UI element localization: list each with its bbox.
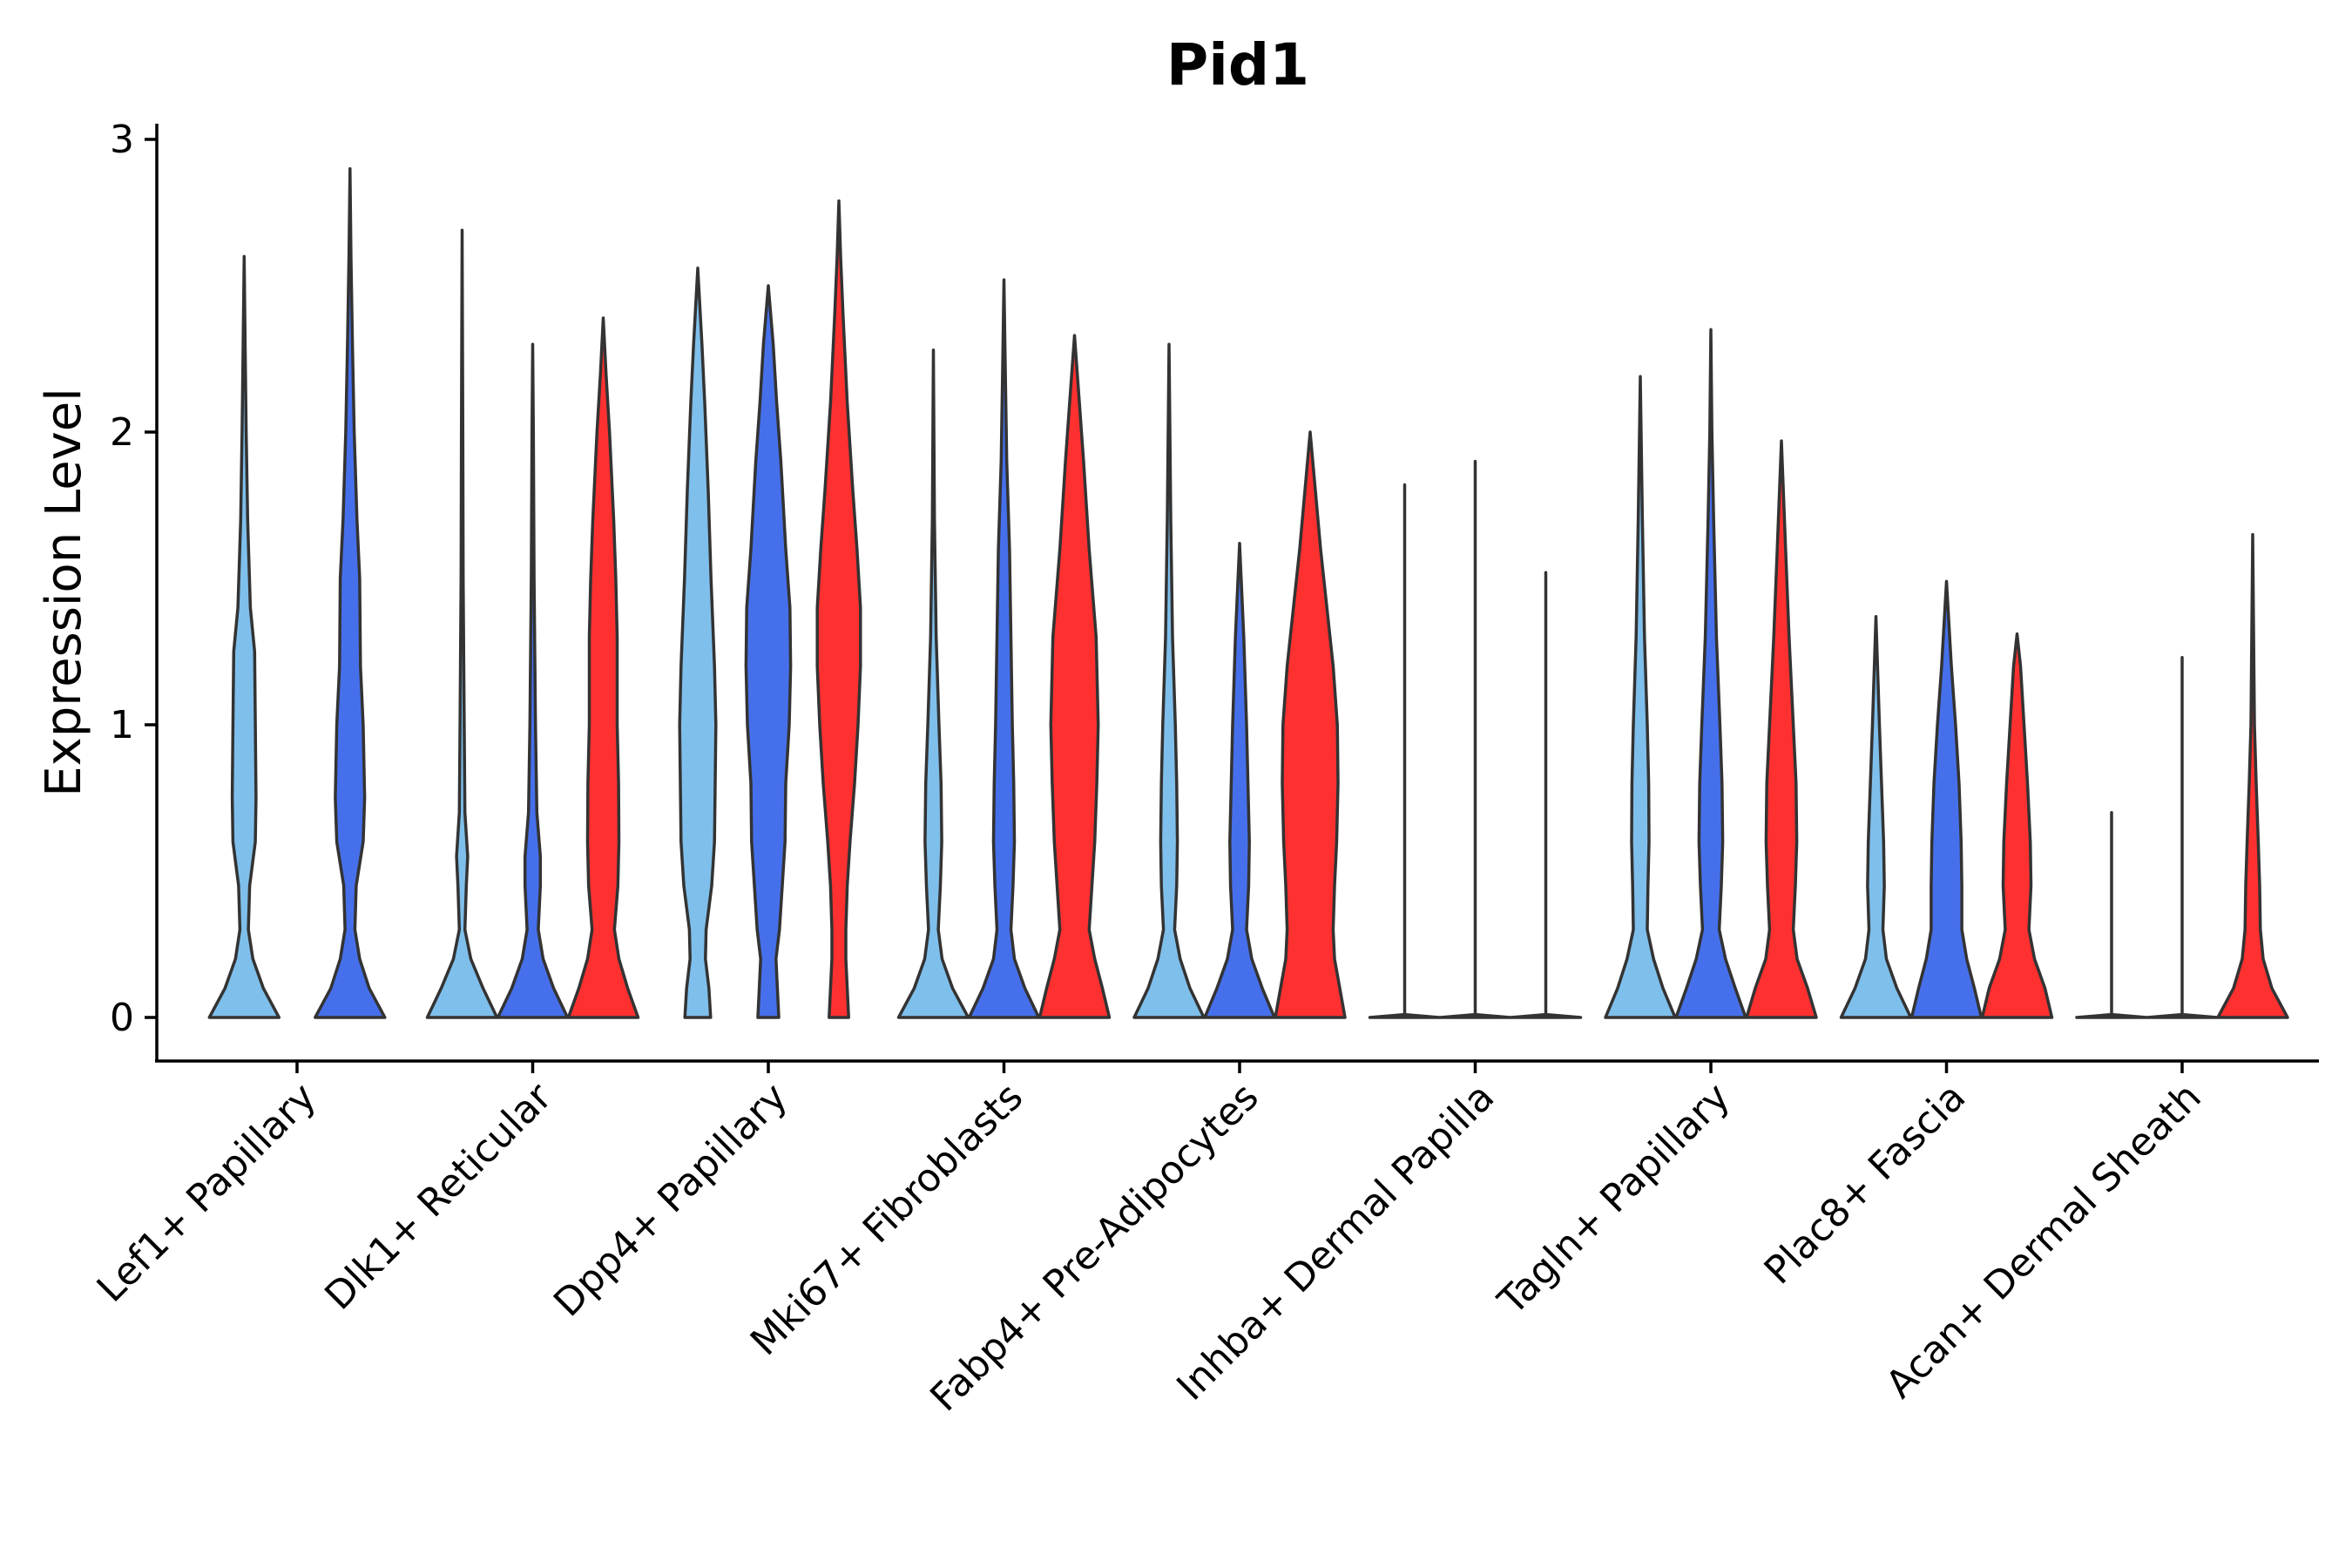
violin-blue — [2146, 655, 2219, 1019]
violin-red — [815, 199, 862, 1019]
violin-blue — [1909, 579, 1984, 1019]
y-tick-label: 3 — [110, 118, 134, 162]
violin-light_blue — [896, 348, 970, 1019]
violin-light_blue — [1132, 342, 1206, 1019]
violin-light_blue — [207, 254, 281, 1019]
violin-light_blue — [1604, 375, 1677, 1019]
x-tick-label: Lef1+ Papillary — [89, 1075, 325, 1311]
x-tick-label: Dlk1+ Reticular — [316, 1074, 561, 1319]
chart-title: Pid1 — [1166, 31, 1309, 98]
violin-blue — [744, 284, 793, 1019]
violin-red — [1274, 430, 1347, 1019]
y-axis-label: Expression Level — [36, 388, 92, 797]
violin-red — [1037, 334, 1112, 1019]
violin-red — [2216, 532, 2289, 1019]
y-tick-label: 2 — [110, 410, 134, 455]
violin-light_blue — [1368, 483, 1442, 1019]
violin-light_blue — [2075, 811, 2148, 1019]
violin-blue — [1438, 459, 1512, 1019]
violin-light_blue — [425, 228, 499, 1019]
violin-blue — [1674, 328, 1747, 1019]
violin-blue — [1203, 541, 1276, 1019]
violin-blue — [314, 166, 387, 1019]
violin-blue — [496, 342, 570, 1019]
x-tick-label: Mki67+ Fibroblasts — [742, 1075, 1031, 1364]
x-tick-label: Plac8+ Fascia — [1756, 1075, 1975, 1294]
violin-red — [1509, 571, 1583, 1019]
axes — [155, 124, 2319, 1063]
y-tick-label: 1 — [110, 703, 134, 747]
violin-light_blue — [1839, 614, 1913, 1019]
x-tick-label: Tagln+ Papillary — [1490, 1075, 1739, 1324]
violin-light_blue — [678, 267, 718, 1019]
y-tick-label: 0 — [110, 996, 134, 1040]
violin-red — [566, 316, 640, 1019]
violin-blue — [967, 278, 1041, 1019]
violin-red — [1745, 439, 1818, 1019]
x-tick-label: Dpp4+ Papillary — [545, 1075, 796, 1326]
plot-area — [207, 166, 2289, 1019]
y-ticks: 0 1 2 3 — [110, 118, 157, 1040]
violin-red — [1980, 632, 2054, 1019]
